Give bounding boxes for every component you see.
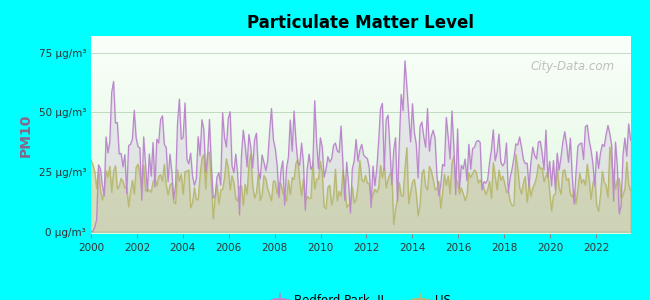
- Legend: Bedford Park, IL, US: Bedford Park, IL, US: [266, 289, 456, 300]
- Y-axis label: PM10: PM10: [19, 113, 33, 157]
- Title: Particulate Matter Level: Particulate Matter Level: [247, 14, 474, 32]
- Text: City-Data.com: City-Data.com: [530, 60, 614, 73]
